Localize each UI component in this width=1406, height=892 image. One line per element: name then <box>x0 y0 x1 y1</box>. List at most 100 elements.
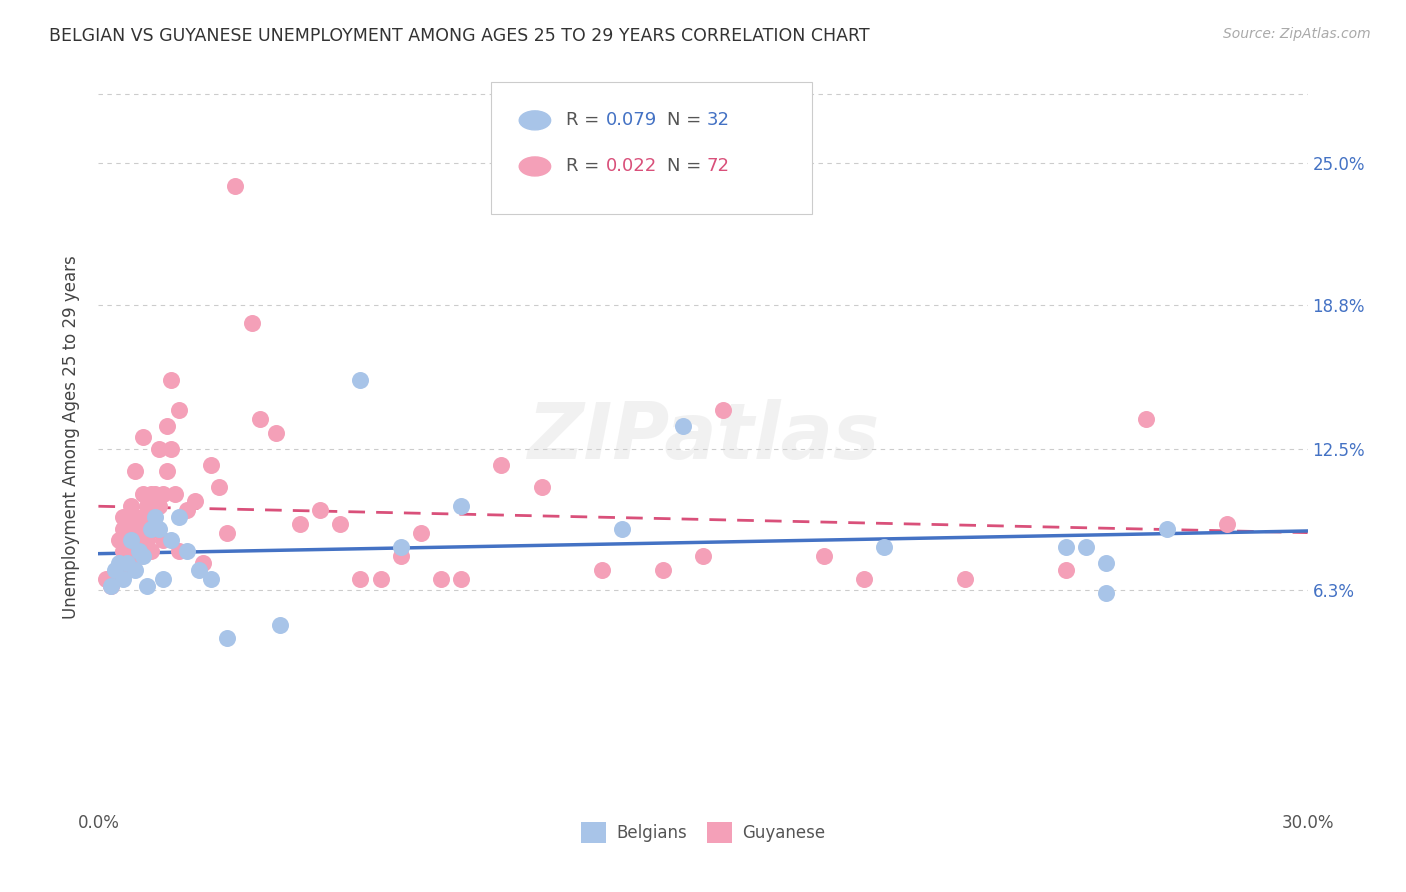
Point <box>152 533 174 547</box>
Point <box>389 540 412 554</box>
Point <box>1095 585 1118 599</box>
Circle shape <box>519 111 551 130</box>
Point <box>120 544 142 558</box>
Point <box>612 521 634 535</box>
Point <box>208 480 231 494</box>
Point <box>132 549 155 563</box>
Point <box>111 510 134 524</box>
Point <box>450 499 472 513</box>
Point <box>100 579 122 593</box>
Point <box>135 579 157 593</box>
Point <box>692 549 714 563</box>
Y-axis label: Unemployment Among Ages 25 to 29 years: Unemployment Among Ages 25 to 29 years <box>62 255 80 619</box>
Point <box>349 572 371 586</box>
Circle shape <box>519 157 551 176</box>
Point <box>135 533 157 547</box>
Text: 0.022: 0.022 <box>606 158 658 176</box>
Point <box>115 510 138 524</box>
Point <box>148 442 170 456</box>
Point <box>107 533 129 547</box>
Point <box>107 563 129 577</box>
Point <box>672 418 695 433</box>
Point <box>711 402 734 417</box>
Point <box>288 516 311 531</box>
Text: 32: 32 <box>707 112 730 129</box>
FancyBboxPatch shape <box>492 82 811 214</box>
Point <box>139 521 162 535</box>
Text: N =: N = <box>666 158 707 176</box>
Point <box>120 521 142 535</box>
Point <box>135 499 157 513</box>
Point <box>124 563 146 577</box>
Point <box>329 516 352 531</box>
Point <box>530 480 553 494</box>
Point <box>240 316 263 330</box>
Point <box>309 503 332 517</box>
Point <box>163 487 186 501</box>
Point <box>1074 540 1097 554</box>
Point <box>96 572 118 586</box>
Point <box>167 510 190 524</box>
Point <box>128 549 150 563</box>
Point <box>167 402 190 417</box>
Text: ZIPatlas: ZIPatlas <box>527 399 879 475</box>
Point <box>111 544 134 558</box>
Point <box>120 533 142 547</box>
Point <box>217 526 239 541</box>
Point <box>143 487 166 501</box>
Point <box>132 510 155 524</box>
Point <box>176 544 198 558</box>
Point <box>156 418 179 433</box>
Point <box>430 572 453 586</box>
Point <box>188 563 211 577</box>
Point <box>269 617 291 632</box>
Point <box>591 563 613 577</box>
Point <box>370 572 392 586</box>
Point <box>115 556 138 570</box>
Point <box>1135 411 1157 425</box>
Point <box>143 521 166 535</box>
Text: N =: N = <box>666 112 707 129</box>
Point <box>111 572 134 586</box>
Point <box>184 494 207 508</box>
Text: R =: R = <box>567 158 606 176</box>
Point <box>200 572 222 586</box>
Point <box>124 510 146 524</box>
Point <box>249 411 271 425</box>
Point <box>409 526 432 541</box>
Point <box>152 487 174 501</box>
Point <box>139 487 162 501</box>
Point <box>128 544 150 558</box>
Point <box>176 503 198 517</box>
Point <box>103 567 125 582</box>
Point <box>1054 540 1077 554</box>
Point <box>139 510 162 524</box>
Point <box>450 572 472 586</box>
Point <box>103 572 125 586</box>
Point <box>148 521 170 535</box>
Point <box>389 549 412 563</box>
Point <box>152 572 174 586</box>
Point <box>132 487 155 501</box>
Point <box>111 521 134 535</box>
Point <box>115 533 138 547</box>
Text: R =: R = <box>567 112 606 129</box>
Point <box>160 373 183 387</box>
Text: BELGIAN VS GUYANESE UNEMPLOYMENT AMONG AGES 25 TO 29 YEARS CORRELATION CHART: BELGIAN VS GUYANESE UNEMPLOYMENT AMONG A… <box>49 27 870 45</box>
Point <box>349 373 371 387</box>
Point <box>115 563 138 577</box>
Point <box>651 563 673 577</box>
Point <box>160 533 183 547</box>
Point <box>953 572 976 586</box>
Point <box>224 178 246 193</box>
Point <box>139 544 162 558</box>
Point <box>103 563 125 577</box>
Point <box>160 442 183 456</box>
Point <box>167 544 190 558</box>
Point <box>107 556 129 570</box>
Point <box>264 425 287 440</box>
Text: Source: ZipAtlas.com: Source: ZipAtlas.com <box>1223 27 1371 41</box>
Point <box>1095 556 1118 570</box>
Point <box>853 572 876 586</box>
Point <box>148 499 170 513</box>
